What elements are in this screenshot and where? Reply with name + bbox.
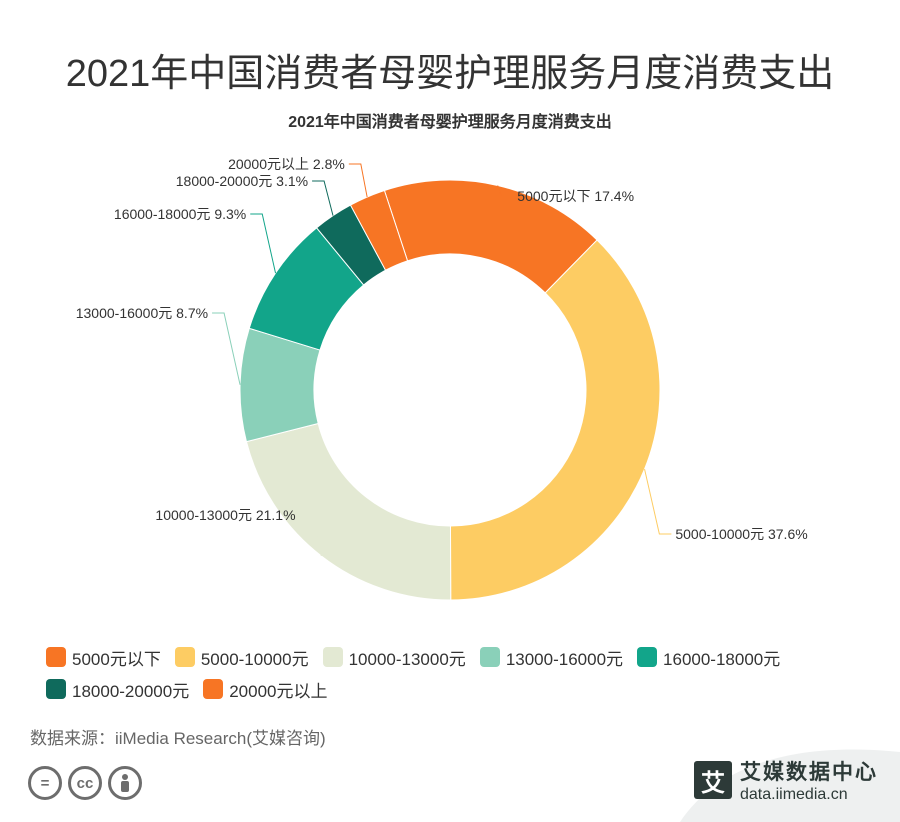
brand-badge: 艾: [694, 761, 732, 799]
donut-slice: [245, 422, 452, 601]
slice-data-label: 13000-16000元 8.7%: [76, 305, 208, 321]
legend-label: 16000-18000元: [663, 649, 781, 669]
legend-label: 10000-13000元: [348, 649, 466, 669]
legend-label: 18000-20000元: [72, 681, 190, 701]
person-icon: [108, 766, 142, 800]
legend-swatch: [637, 647, 658, 667]
slice-data-label: 5000-10000元 37.6%: [675, 526, 807, 542]
license-icons: = cc: [28, 766, 148, 800]
slice-data-label: 16000-18000元 9.3%: [114, 206, 246, 222]
label-leader-line: [348, 163, 368, 198]
brand-logo: 艾 艾媒数据中心 data.iimedia.cn: [694, 756, 878, 804]
slice-data-label: 10000-13000元 21.1%: [155, 507, 295, 523]
legend-item: 5000-10000元: [174, 644, 309, 670]
legend-label: 5000元以下: [72, 649, 161, 669]
label-leader-line: [212, 312, 241, 385]
legend-swatch: [46, 679, 66, 699]
slice-data-label: 18000-20000元 3.1%: [176, 173, 308, 189]
legend-swatch: [46, 647, 66, 667]
slice-data-label: 5000元以下 17.4%: [517, 188, 634, 204]
label-leader-line: [299, 514, 322, 557]
donut-slice: [349, 189, 409, 271]
legend-item: 10000-13000元: [322, 644, 466, 670]
label-leader-line: [250, 213, 277, 274]
legend-swatch: [174, 647, 195, 667]
label-leader-line: [644, 468, 672, 535]
legend-label: 20000元以上: [229, 681, 328, 701]
page-title: 2021年中国消费者母婴护理服务月度消费支出: [65, 53, 835, 95]
legend-item: 5000元以下: [46, 644, 161, 670]
donut-slice: [449, 239, 661, 601]
legend-item: 16000-18000元: [637, 644, 780, 670]
legend-swatch: [479, 647, 500, 667]
legend-item: 18000-20000元: [46, 676, 189, 702]
slice-data-label: 20000元以上 2.8%: [228, 156, 345, 172]
chart-title: 2021年中国消费者母婴护理服务月度消费支出: [288, 112, 612, 131]
legend-label: 13000-16000元: [505, 649, 624, 669]
legend-swatch: [203, 679, 224, 699]
label-leader-line: [497, 185, 514, 197]
brand-url: data.iimedia.cn: [740, 786, 848, 803]
legend-item: 13000-16000元: [479, 644, 624, 670]
legend-label: 5000-10000元: [200, 649, 309, 669]
equals-icon: =: [28, 766, 62, 800]
label-leader-line: [312, 180, 334, 216]
legend-swatch: [322, 647, 343, 667]
chart-legend: 5000元以下 5000-10000元 10000-13000元 13000-1600…: [46, 644, 876, 702]
legend-item: 20000元以上: [203, 676, 328, 702]
brand-background: [680, 749, 900, 822]
source-note: 数据来源：iiMedia Research(艾媒咨询): [30, 729, 326, 748]
brand-name: 艾媒数据中心: [740, 761, 878, 784]
cc-icon: cc: [68, 766, 102, 800]
